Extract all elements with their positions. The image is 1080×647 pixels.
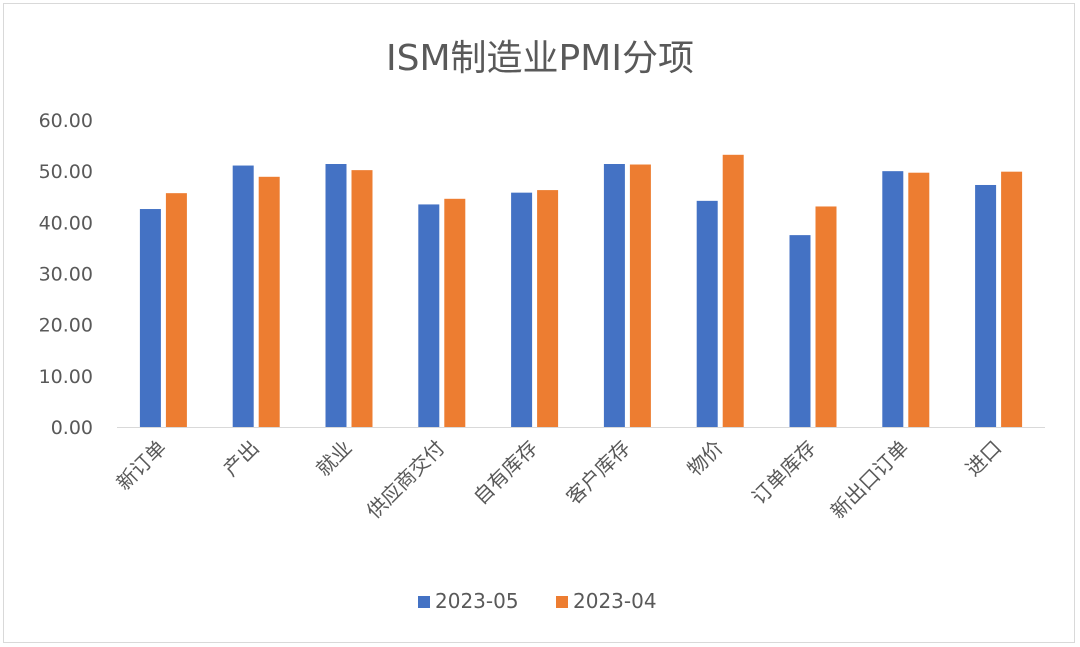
category-label: 供应商交付 xyxy=(362,436,450,524)
bar-2023-04 xyxy=(908,172,930,427)
bar-2023-04 xyxy=(444,198,466,427)
bar-2023-05 xyxy=(603,164,625,427)
y-tick-label: 30.00 xyxy=(39,264,93,286)
y-axis-ticks: 0.00 10.00 20.00 30.00 40.00 50.00 60.00 xyxy=(39,110,93,439)
y-tick-label: 50.00 xyxy=(39,161,93,183)
category-labels: 新订单 产出 就业 供应商交付 自有库存 客户库存 物价 订单库存 新出口订单 进口 xyxy=(112,436,1007,524)
y-tick-label: 60.00 xyxy=(39,110,93,132)
chart-title: ISM制造业PMI分项 xyxy=(386,38,694,79)
bar-2023-05 xyxy=(418,204,440,427)
bar-2023-04 xyxy=(815,206,837,427)
bar-2023-04 xyxy=(165,193,187,427)
bar-2023-04 xyxy=(1001,171,1023,427)
bar-2023-05 xyxy=(232,165,254,427)
y-tick-label: 20.00 xyxy=(39,315,93,337)
bar-2023-05 xyxy=(789,235,811,427)
bar-2023-05 xyxy=(139,209,161,427)
bar-2023-04 xyxy=(351,170,373,428)
category-label: 产出 xyxy=(218,436,263,481)
legend-label: 2023-04 xyxy=(573,589,657,613)
legend-swatch xyxy=(418,596,430,608)
legend-label: 2023-05 xyxy=(435,589,519,613)
category-label: 就业 xyxy=(311,436,356,481)
bar-2023-05 xyxy=(975,184,997,427)
category-label: 客户库存 xyxy=(561,436,635,510)
bar-2023-05 xyxy=(882,171,904,427)
bars xyxy=(139,154,1023,428)
y-tick-label: 40.00 xyxy=(39,212,93,234)
legend-swatch xyxy=(556,596,568,608)
category-label: 物价 xyxy=(682,436,727,481)
y-tick-label: 0.00 xyxy=(51,417,93,439)
category-label: 新出口订单 xyxy=(826,436,914,524)
category-label: 新订单 xyxy=(112,436,171,495)
bar-2023-04 xyxy=(722,154,744,427)
bar-2023-04 xyxy=(258,176,280,427)
category-label: 进口 xyxy=(961,436,1006,481)
category-label: 自有库存 xyxy=(469,436,543,510)
bar-2023-05 xyxy=(511,192,533,427)
category-label: 订单库存 xyxy=(747,436,821,510)
legend: 2023-05 2023-04 xyxy=(418,589,657,613)
bar-2023-05 xyxy=(696,200,718,427)
bar-2023-04 xyxy=(629,164,651,427)
y-tick-label: 10.00 xyxy=(39,366,93,388)
bar-2023-04 xyxy=(537,190,559,427)
bar-2023-05 xyxy=(325,164,347,427)
